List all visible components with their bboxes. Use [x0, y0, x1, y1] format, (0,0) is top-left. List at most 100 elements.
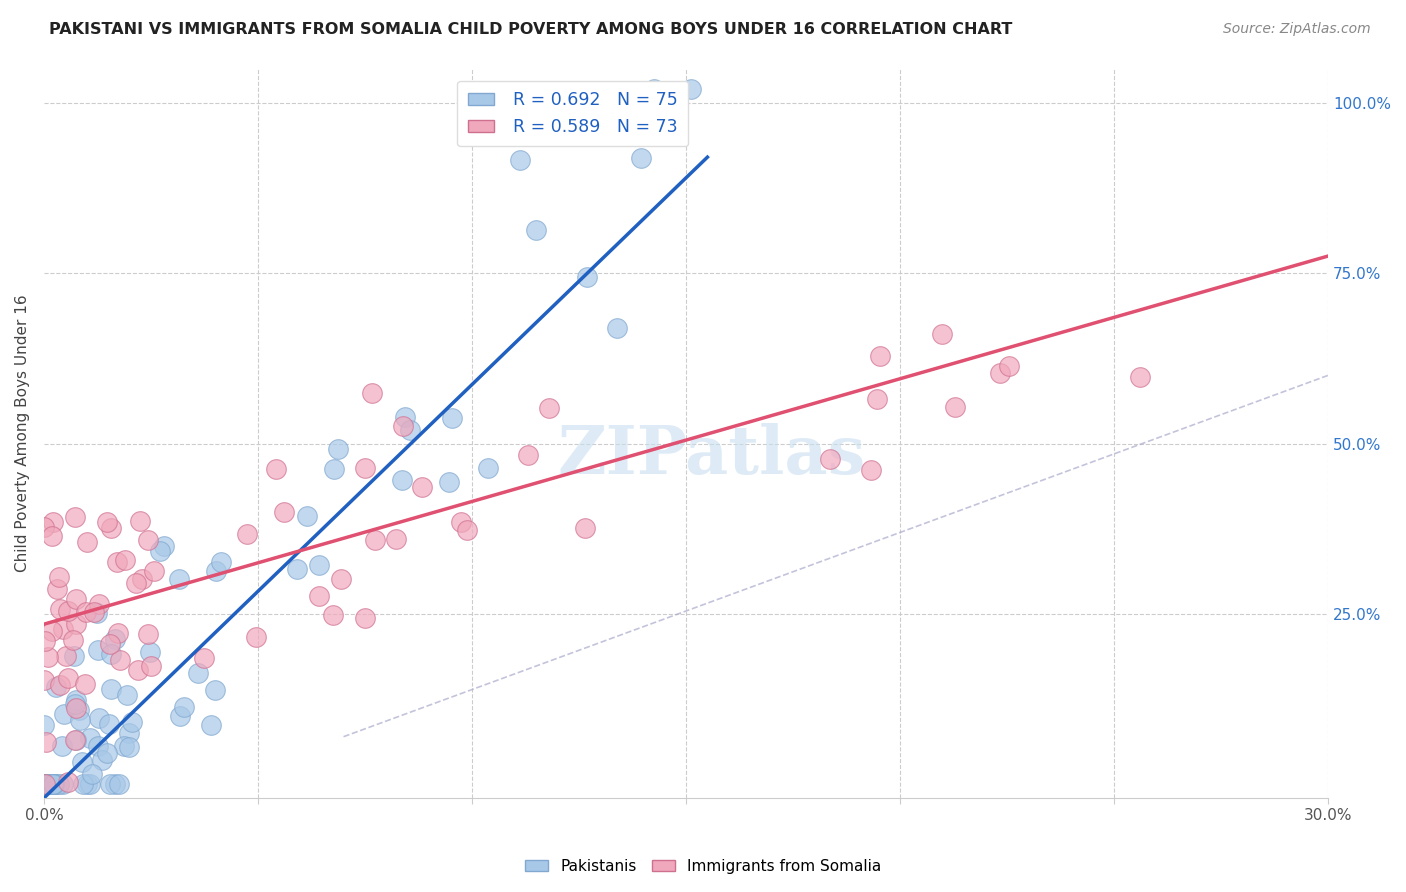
Point: [385, 533, 408, 547]
Point: [308, 590, 330, 604]
Point: [538, 401, 561, 416]
Point: [48, 678, 70, 692]
Point: [67, 703, 90, 717]
Point: [149, 544, 172, 558]
Point: [524, 223, 547, 237]
Point: [45, 680, 67, 694]
Point: [209, 555, 232, 569]
Point: [440, 410, 463, 425]
Point: [114, 553, 136, 567]
Point: [56, 672, 79, 686]
Text: Source: ZipAtlas.com: Source: ZipAtlas.com: [1223, 22, 1371, 37]
Point: [100, 647, 122, 661]
Point: [58, 604, 80, 618]
Point: [65, 733, 87, 747]
Point: [204, 682, 226, 697]
Point: [34, 634, 56, 648]
Point: [456, 523, 478, 537]
Point: [79, 731, 101, 745]
Point: [516, 448, 538, 462]
Point: [131, 572, 153, 586]
Point: [167, 572, 190, 586]
Point: [41, 529, 63, 543]
Point: [153, 539, 176, 553]
Point: [48, 570, 70, 584]
Point: [138, 645, 160, 659]
Point: [42, 777, 65, 791]
Point: [143, 565, 166, 579]
Point: [107, 626, 129, 640]
Point: [187, 666, 209, 681]
Point: [72, 777, 94, 791]
Point: [38, 777, 60, 791]
Point: [139, 659, 162, 673]
Point: [509, 153, 531, 167]
Point: [34, 777, 56, 791]
Point: [52, 622, 75, 636]
Point: [87, 711, 110, 725]
Point: [62, 632, 84, 647]
Point: [96, 515, 118, 529]
Point: [136, 533, 159, 547]
Point: [361, 386, 384, 401]
Point: [76, 777, 98, 791]
Point: [394, 409, 416, 424]
Point: [97, 717, 120, 731]
Point: [931, 326, 953, 341]
Point: [1129, 369, 1152, 384]
Point: [859, 463, 882, 477]
Point: [328, 442, 350, 456]
Text: PAKISTANI VS IMMIGRANTS FROM SOMALIA CHILD POVERTY AMONG BOYS UNDER 16 CORRELATI: PAKISTANI VS IMMIGRANTS FROM SOMALIA CHI…: [49, 22, 1012, 37]
Point: [353, 461, 375, 475]
Point: [75, 605, 97, 619]
Point: [41, 624, 63, 638]
Point: [42, 777, 65, 791]
Point: [643, 82, 665, 96]
Point: [32, 673, 55, 688]
Point: [100, 682, 122, 697]
Point: [136, 626, 159, 640]
Point: [98, 777, 121, 791]
Point: [988, 366, 1011, 380]
Point: [104, 777, 127, 791]
Point: [53, 707, 76, 722]
Point: [89, 597, 111, 611]
Point: [118, 739, 141, 754]
Point: [125, 576, 148, 591]
Point: [48, 602, 70, 616]
Point: [477, 461, 499, 475]
Point: [323, 462, 346, 476]
Point: [200, 718, 222, 732]
Point: [353, 611, 375, 625]
Point: [58, 775, 80, 789]
Point: [606, 321, 628, 335]
Point: [127, 663, 149, 677]
Legend:   R = 0.692   N = 75,   R = 0.589   N = 73: R = 0.692 N = 75, R = 0.589 N = 73: [457, 81, 689, 146]
Point: [65, 692, 87, 706]
Point: [34, 777, 56, 791]
Point: [82, 767, 104, 781]
Point: [98, 637, 121, 651]
Point: [115, 688, 138, 702]
Point: [38, 777, 60, 791]
Point: [72, 756, 94, 770]
Point: [34, 718, 56, 732]
Point: [45, 777, 67, 791]
Point: [37, 649, 59, 664]
Point: [820, 452, 842, 467]
Legend: Pakistanis, Immigrants from Somalia: Pakistanis, Immigrants from Somalia: [519, 853, 887, 880]
Point: [630, 151, 652, 165]
Point: [79, 777, 101, 791]
Point: [204, 564, 226, 578]
Point: [129, 514, 152, 528]
Point: [100, 521, 122, 535]
Point: [34, 777, 56, 791]
Point: [35, 777, 58, 791]
Point: [363, 533, 385, 547]
Point: [118, 726, 141, 740]
Point: [576, 269, 599, 284]
Point: [121, 714, 143, 729]
Point: [681, 82, 703, 96]
Point: [65, 701, 87, 715]
Point: [62, 649, 84, 664]
